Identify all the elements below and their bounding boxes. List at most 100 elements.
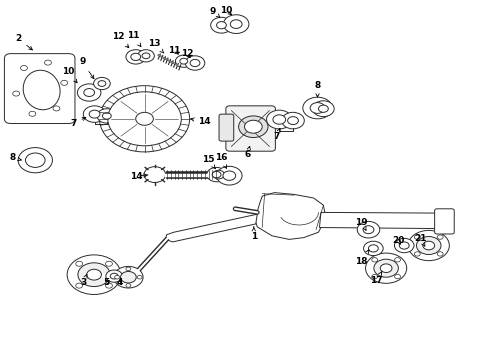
- Circle shape: [110, 273, 118, 279]
- Circle shape: [212, 171, 221, 178]
- FancyBboxPatch shape: [4, 54, 75, 123]
- Circle shape: [437, 235, 443, 239]
- Polygon shape: [11, 58, 70, 121]
- Circle shape: [61, 80, 68, 85]
- Text: 12: 12: [112, 32, 129, 48]
- Circle shape: [303, 97, 332, 119]
- Circle shape: [144, 167, 166, 183]
- Circle shape: [213, 170, 224, 179]
- Circle shape: [408, 230, 449, 261]
- Circle shape: [357, 221, 380, 238]
- Text: 7: 7: [273, 128, 280, 141]
- Text: 14: 14: [191, 117, 211, 126]
- Circle shape: [53, 106, 60, 111]
- Text: 18: 18: [355, 250, 369, 265]
- Text: 11: 11: [127, 31, 141, 47]
- Text: 12: 12: [181, 49, 194, 58]
- Circle shape: [372, 274, 378, 279]
- Circle shape: [223, 15, 249, 33]
- Circle shape: [114, 266, 143, 288]
- Circle shape: [364, 241, 383, 256]
- Circle shape: [21, 66, 27, 71]
- Circle shape: [239, 116, 268, 138]
- Text: 17: 17: [370, 271, 383, 285]
- Circle shape: [310, 103, 325, 113]
- Text: 20: 20: [392, 236, 405, 245]
- Circle shape: [185, 56, 205, 70]
- Circle shape: [380, 264, 392, 273]
- Polygon shape: [166, 214, 257, 242]
- Circle shape: [175, 55, 192, 67]
- Circle shape: [211, 17, 232, 33]
- Circle shape: [67, 255, 121, 294]
- Circle shape: [415, 235, 420, 239]
- Circle shape: [106, 270, 122, 282]
- Text: 9: 9: [79, 57, 94, 79]
- Circle shape: [83, 106, 106, 122]
- Circle shape: [190, 59, 200, 67]
- Circle shape: [94, 77, 110, 90]
- Circle shape: [394, 274, 400, 279]
- Circle shape: [313, 101, 334, 117]
- Circle shape: [97, 109, 117, 123]
- Text: 3: 3: [80, 274, 87, 287]
- Circle shape: [180, 58, 188, 64]
- Circle shape: [45, 60, 51, 65]
- Text: 8: 8: [315, 81, 320, 97]
- Circle shape: [399, 242, 409, 249]
- Circle shape: [423, 241, 435, 250]
- Text: 1: 1: [251, 227, 257, 241]
- Circle shape: [318, 105, 328, 112]
- Circle shape: [368, 245, 378, 252]
- Circle shape: [230, 20, 242, 28]
- Polygon shape: [319, 212, 442, 229]
- Circle shape: [415, 252, 420, 256]
- Circle shape: [87, 269, 101, 280]
- Circle shape: [77, 84, 101, 101]
- Text: 7: 7: [70, 117, 86, 127]
- FancyBboxPatch shape: [226, 106, 275, 151]
- FancyBboxPatch shape: [219, 114, 234, 141]
- Circle shape: [137, 275, 142, 279]
- Text: 2: 2: [16, 34, 32, 50]
- Circle shape: [142, 53, 150, 59]
- Text: 8: 8: [9, 153, 21, 162]
- Circle shape: [98, 81, 106, 86]
- Circle shape: [108, 92, 181, 146]
- Circle shape: [126, 267, 131, 271]
- Text: 9: 9: [210, 7, 220, 17]
- Circle shape: [126, 284, 131, 287]
- Circle shape: [372, 258, 378, 262]
- Circle shape: [102, 113, 111, 119]
- Text: 19: 19: [355, 218, 368, 230]
- Circle shape: [131, 53, 141, 60]
- Text: 10: 10: [62, 68, 77, 83]
- Ellipse shape: [23, 70, 60, 110]
- Circle shape: [99, 86, 190, 152]
- Text: 16: 16: [215, 153, 228, 168]
- Circle shape: [366, 253, 407, 283]
- Circle shape: [282, 112, 304, 129]
- Text: 14: 14: [130, 172, 148, 181]
- Circle shape: [105, 283, 112, 288]
- Circle shape: [121, 271, 136, 283]
- Circle shape: [76, 261, 83, 266]
- Text: 10: 10: [220, 5, 233, 15]
- Polygon shape: [255, 193, 326, 239]
- Text: 6: 6: [245, 147, 250, 159]
- Circle shape: [29, 111, 36, 116]
- Circle shape: [437, 252, 443, 256]
- Circle shape: [394, 258, 400, 262]
- Circle shape: [217, 22, 226, 29]
- Text: 15: 15: [202, 154, 215, 169]
- Circle shape: [105, 261, 112, 266]
- Circle shape: [207, 167, 226, 182]
- Circle shape: [273, 115, 286, 124]
- Circle shape: [84, 89, 95, 96]
- Text: 13: 13: [148, 40, 164, 53]
- Circle shape: [89, 110, 100, 118]
- Circle shape: [13, 91, 20, 96]
- Text: 11: 11: [168, 46, 180, 55]
- Circle shape: [18, 148, 52, 173]
- Text: 5: 5: [104, 278, 110, 287]
